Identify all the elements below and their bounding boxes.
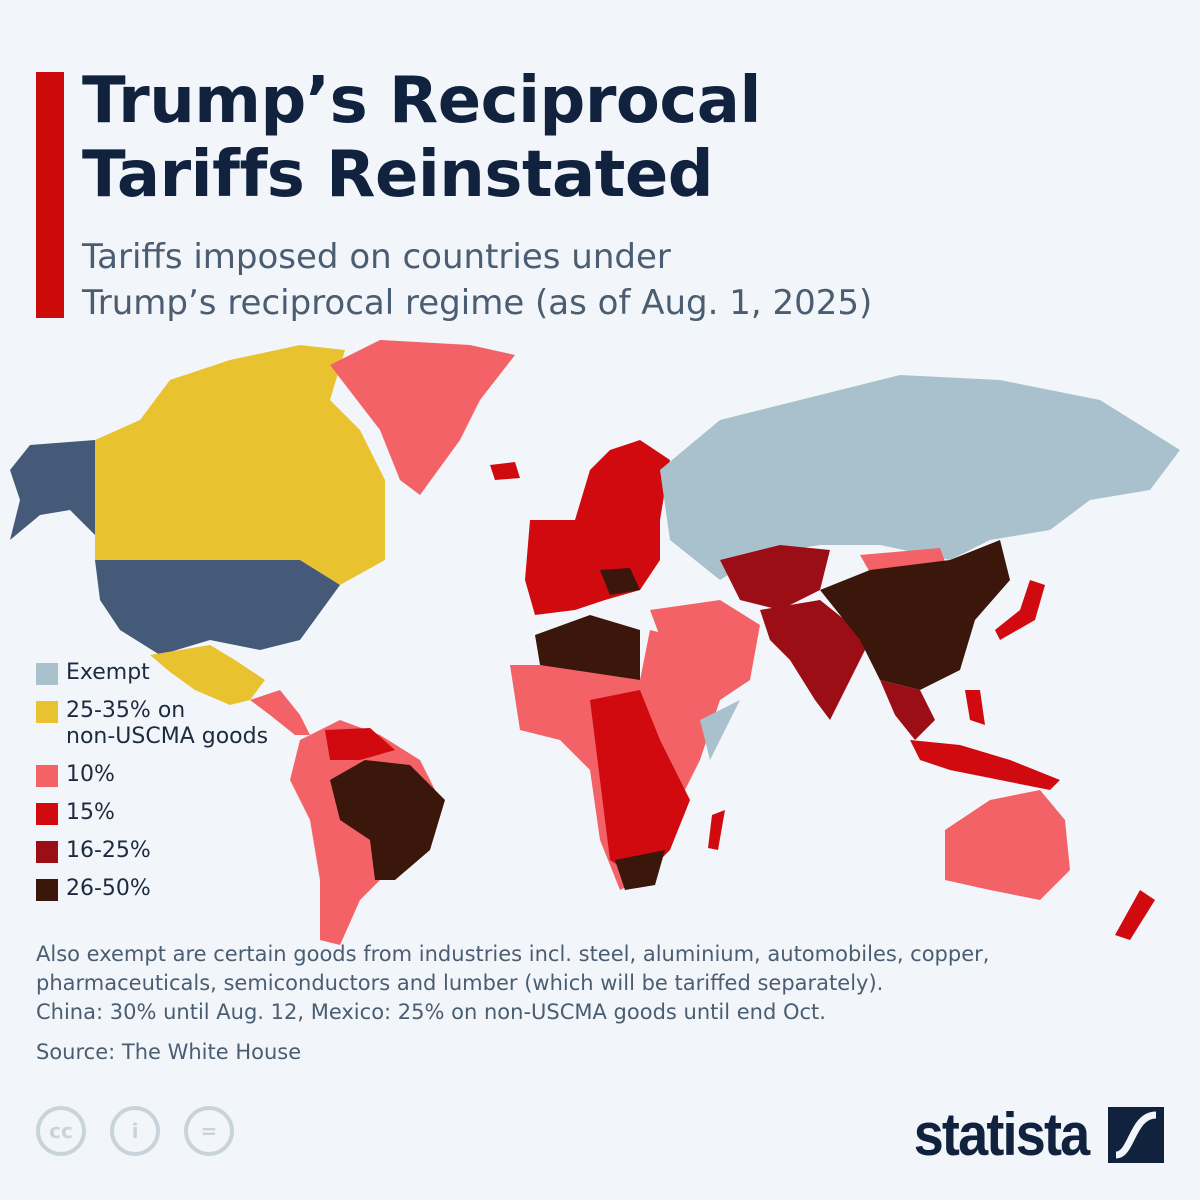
logo-text: statista — [913, 1101, 1090, 1168]
region-china — [820, 540, 1010, 690]
region-brazil — [330, 760, 445, 880]
legend-swatch — [36, 663, 58, 685]
footnote-line-1: Also exempt are certain goods from indus… — [36, 942, 990, 966]
region-alaska — [10, 440, 95, 540]
region-iceland — [490, 462, 520, 480]
legend-swatch — [36, 879, 58, 901]
region-southeast-asia — [880, 680, 935, 740]
legend: Exempt 25-35% on non-USCMA goods 10% 15% … — [36, 660, 268, 914]
source: Source: The White House — [36, 1040, 302, 1064]
legend-label: 16-25% — [66, 838, 151, 863]
region-south-africa — [615, 850, 665, 890]
region-japan — [995, 580, 1045, 640]
legend-swatch — [36, 841, 58, 863]
legend-item-15: 15% — [36, 800, 268, 826]
subtitle-line-1: Tariffs imposed on countries under — [82, 237, 671, 277]
legend-label: 25-35% on non-USCMA goods — [66, 698, 268, 750]
legend-label: 15% — [66, 800, 115, 825]
legend-swatch — [36, 765, 58, 787]
region-canada — [95, 345, 385, 585]
footnote: Also exempt are certain goods from indus… — [36, 940, 1176, 1027]
region-australia — [945, 790, 1070, 900]
region-central-asia — [720, 545, 830, 610]
attribution-icon[interactable]: i — [110, 1106, 160, 1156]
cc-icon[interactable]: cc — [36, 1106, 86, 1156]
title-line-1: Trump’s Reciprocal — [82, 64, 761, 138]
subtitle: Tariffs imposed on countries under Trump… — [82, 234, 982, 326]
region-venezuela-area — [325, 728, 395, 760]
region-madagascar — [708, 810, 725, 850]
region-indonesia — [910, 740, 1060, 790]
region-horn-of-africa — [700, 700, 740, 760]
legend-label: Exempt — [66, 660, 150, 685]
region-new-zealand — [1115, 890, 1155, 940]
world-map — [10, 340, 1180, 945]
region-central-africa — [590, 690, 690, 880]
region-central-america — [250, 690, 310, 735]
legend-label-line-1: 25-35% on — [66, 698, 186, 723]
legend-label: 10% — [66, 762, 115, 787]
region-middle-east — [650, 600, 760, 700]
legend-label-line-2: non-USCMA goods — [66, 724, 269, 749]
footnote-line-2: pharmaceuticals, semiconductors and lumb… — [36, 971, 884, 995]
region-usa — [95, 560, 340, 655]
legend-item-exempt: Exempt — [36, 660, 268, 686]
region-greenland — [330, 340, 515, 495]
footnote-line-3: China: 30% until Aug. 12, Mexico: 25% on… — [36, 1000, 826, 1024]
region-south-asia — [760, 600, 870, 720]
legend-item-26-50: 26-50% — [36, 876, 268, 902]
region-north-africa — [535, 615, 640, 680]
page-title: Trump’s Reciprocal Tariffs Reinstated — [82, 64, 761, 212]
legend-item-16-25: 16-25% — [36, 838, 268, 864]
statista-mark-icon — [1108, 1106, 1164, 1163]
legend-item-10: 10% — [36, 762, 268, 788]
legend-item-25-35: 25-35% on non-USCMA goods — [36, 698, 268, 750]
region-europe — [525, 440, 670, 615]
accent-bar — [36, 72, 64, 318]
region-mexico — [150, 645, 265, 705]
legend-label: 26-50% — [66, 876, 151, 901]
statista-logo[interactable]: statista — [904, 1100, 1164, 1169]
region-philippines — [965, 690, 985, 725]
region-balkans — [600, 568, 640, 595]
subtitle-line-2: Trump’s reciprocal regime (as of Aug. 1,… — [82, 283, 873, 323]
title-line-2: Tariffs Reinstated — [82, 138, 714, 212]
region-russia — [660, 375, 1180, 580]
no-derivatives-icon[interactable]: = — [184, 1106, 234, 1156]
legend-swatch — [36, 803, 58, 825]
legend-swatch — [36, 701, 58, 723]
